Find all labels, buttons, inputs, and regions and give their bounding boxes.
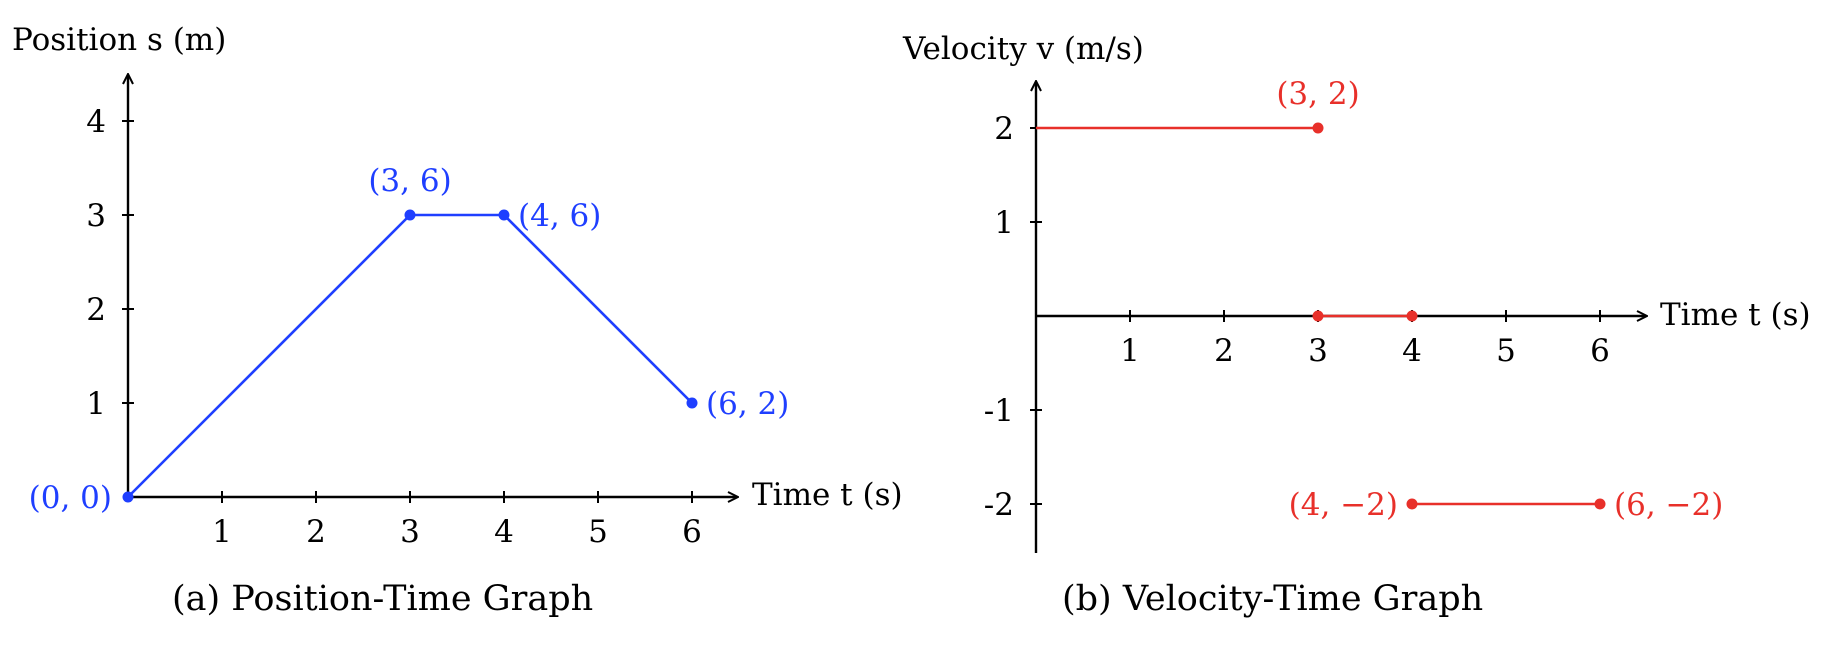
x-tick-label: 4 xyxy=(1402,333,1422,369)
y-tick-label: 3 xyxy=(86,198,106,234)
x-tick-label: 3 xyxy=(400,514,420,550)
x-axis-label: Time t (s) xyxy=(752,477,903,513)
y-tick-label: 2 xyxy=(994,111,1014,147)
data-point-label: (0, 0) xyxy=(29,480,112,516)
x-tick-label: 2 xyxy=(306,514,326,550)
y-tick-label: -1 xyxy=(984,393,1014,429)
data-point xyxy=(498,209,510,221)
y-tick-label: 4 xyxy=(86,104,106,140)
data-point xyxy=(1406,310,1418,322)
x-tick-label: 4 xyxy=(494,514,514,550)
x-tick-label: 3 xyxy=(1308,333,1328,369)
x-tick-label: 5 xyxy=(588,514,608,550)
y-tick-label: 1 xyxy=(994,205,1014,241)
position-time-chart: 1 2 3 4 5 6 1 2 3 4 (0, 0) (3, 6) (4, 6) (6, 2) Posi… xyxy=(12,22,903,619)
data-point xyxy=(1312,122,1324,134)
x-tick-label: 1 xyxy=(212,514,232,550)
y-tick-label: -2 xyxy=(984,487,1014,523)
data-point xyxy=(1312,310,1324,322)
x-tick-label: 6 xyxy=(682,514,702,550)
data-point xyxy=(122,491,134,503)
velocity-time-chart: 1 2 3 4 5 6 -2 -1 1 2 (3, 2) (4, −2) (6, −2) Veloci… xyxy=(902,31,1811,619)
x-tick-label: 2 xyxy=(1214,333,1234,369)
x-tick-label: 5 xyxy=(1496,333,1516,369)
position-line xyxy=(127,213,693,498)
chart-caption: (a) Position-Time Graph xyxy=(172,579,593,619)
data-point xyxy=(404,209,416,221)
y-axis-label: Position s (m) xyxy=(12,22,226,58)
data-point xyxy=(686,397,698,409)
y-axis-label: Velocity v (m/s) xyxy=(902,31,1144,67)
x-tick-label: 1 xyxy=(1120,333,1140,369)
data-point-label: (3, 6) xyxy=(368,163,451,199)
data-point-label: (6, 2) xyxy=(706,386,789,422)
data-point-label: (3, 2) xyxy=(1276,76,1359,112)
x-axis-label: Time t (s) xyxy=(1660,297,1811,333)
x-tick-label: 6 xyxy=(1590,333,1610,369)
chart-caption: (b) Velocity-Time Graph xyxy=(1062,579,1483,619)
data-point xyxy=(1594,498,1606,510)
y-tick-label: 2 xyxy=(86,292,106,328)
y-tick-label: 1 xyxy=(86,386,106,422)
data-point-label: (6, −2) xyxy=(1614,487,1723,523)
data-point-label: (4, 6) xyxy=(518,198,601,234)
data-point-label: (4, −2) xyxy=(1289,487,1398,523)
data-point xyxy=(1406,498,1418,510)
